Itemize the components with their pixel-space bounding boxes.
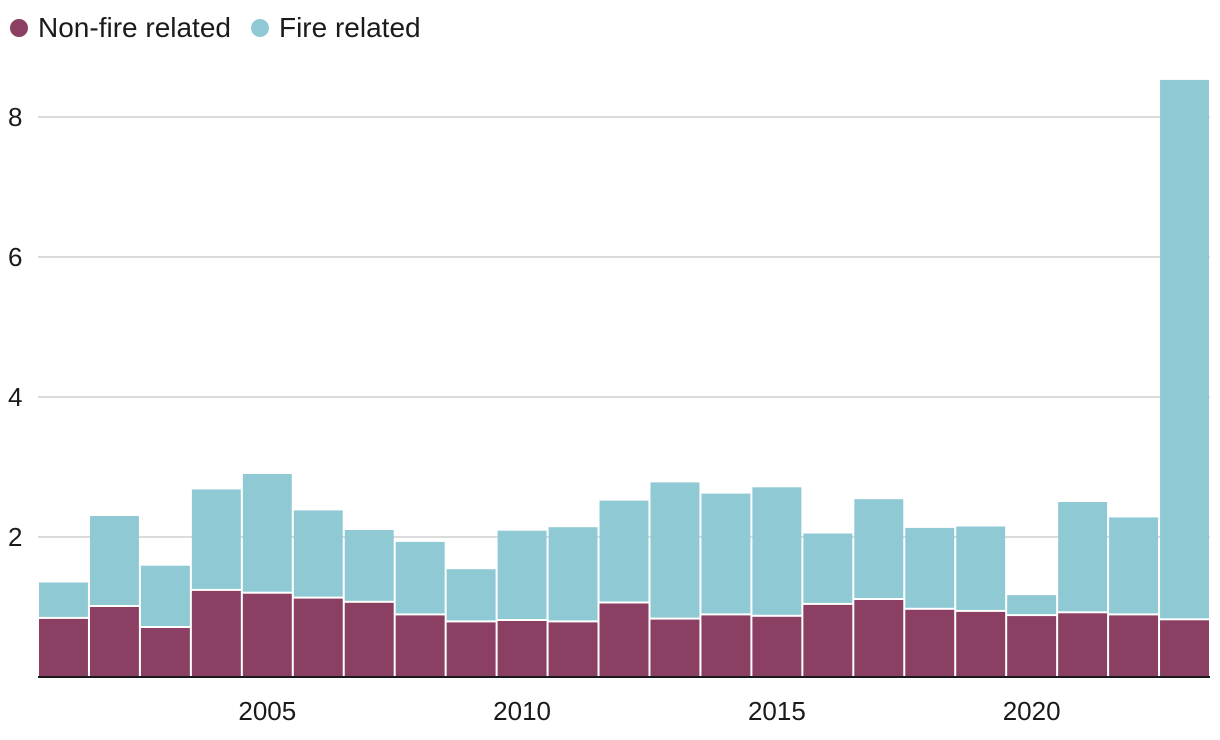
bar-non-fire-2018 <box>905 609 955 677</box>
legend-swatch-non-fire <box>10 19 28 37</box>
bar-fire-2001 <box>39 582 88 617</box>
bar-fire-2015 <box>752 487 802 615</box>
bar-fire-2019 <box>956 526 1006 610</box>
bar-fire-2018 <box>905 527 955 608</box>
bar-fire-2002 <box>89 516 139 605</box>
gridlines <box>38 116 1210 538</box>
bar-fire-2014 <box>701 493 751 614</box>
legend-swatch-fire <box>250 19 269 37</box>
bar-fire-2004 <box>191 489 241 589</box>
chart-legend: Non-fire related Fire related <box>10 14 421 42</box>
x-tick-label-2015: 2015 <box>748 696 806 726</box>
y-tick-label-8: 8 <box>8 102 22 132</box>
y-tick-label-2: 2 <box>8 522 22 552</box>
bar-non-fire-2001 <box>39 618 88 677</box>
x-tick-labels: 2005 2010 2015 2020 <box>238 696 1060 726</box>
bar-non-fire-2013 <box>650 619 700 677</box>
bar-fire-2023 <box>1160 79 1209 619</box>
legend-label-fire: Fire related <box>278 12 421 43</box>
bar-fire-2016 <box>803 533 853 603</box>
bar-non-fire-2002 <box>89 607 139 677</box>
bar-non-fire-2021 <box>1058 613 1108 677</box>
bar-fire-2020 <box>1007 595 1057 615</box>
bar-non-fire-2004 <box>191 590 241 677</box>
bar-fire-2008 <box>395 541 445 614</box>
bar-fire-2022 <box>1109 517 1159 614</box>
bar-fire-2003 <box>140 565 190 626</box>
bar-non-fire-2005 <box>242 593 292 677</box>
bar-non-fire-2017 <box>854 600 904 677</box>
bar-fire-2011 <box>548 527 598 621</box>
bar-non-fire-2022 <box>1109 615 1159 677</box>
x-tick-label-2020: 2020 <box>1003 696 1061 726</box>
bar-non-fire-2011 <box>548 622 598 677</box>
bar-non-fire-2020 <box>1007 616 1057 677</box>
y-tick-label-6: 6 <box>8 242 22 272</box>
y-tick-labels: 2 4 6 8 <box>8 102 22 552</box>
bar-fire-2013 <box>650 482 700 618</box>
bar-non-fire-2003 <box>140 628 190 677</box>
bar-fire-2010 <box>497 530 547 619</box>
x-tick-label-2005: 2005 <box>238 696 296 726</box>
bar-non-fire-2019 <box>956 611 1006 677</box>
bar-fire-2021 <box>1058 502 1108 612</box>
bar-non-fire-2023 <box>1160 620 1209 677</box>
bar-non-fire-2015 <box>752 616 802 677</box>
legend-item-fire: Fire related <box>250 12 421 43</box>
bars <box>39 79 1209 677</box>
bar-fire-2005 <box>242 474 292 592</box>
bar-non-fire-2014 <box>701 615 751 677</box>
bar-non-fire-2012 <box>599 603 649 677</box>
bar-non-fire-2010 <box>497 621 547 677</box>
legend-label-non-fire: Non-fire related <box>38 12 231 43</box>
bar-fire-2006 <box>293 510 343 597</box>
legend-item-non-fire: Non-fire related <box>10 14 231 42</box>
bar-fire-2007 <box>344 530 394 601</box>
bar-non-fire-2008 <box>395 615 445 677</box>
bar-fire-2012 <box>599 500 649 602</box>
y-tick-label-4: 4 <box>8 382 22 412</box>
x-tick-label-2010: 2010 <box>493 696 551 726</box>
bar-non-fire-2007 <box>344 602 394 677</box>
bar-non-fire-2016 <box>803 604 853 677</box>
bar-non-fire-2006 <box>293 598 343 677</box>
bar-non-fire-2009 <box>446 622 496 677</box>
bar-fire-2017 <box>854 499 904 598</box>
bar-fire-2009 <box>446 569 496 621</box>
